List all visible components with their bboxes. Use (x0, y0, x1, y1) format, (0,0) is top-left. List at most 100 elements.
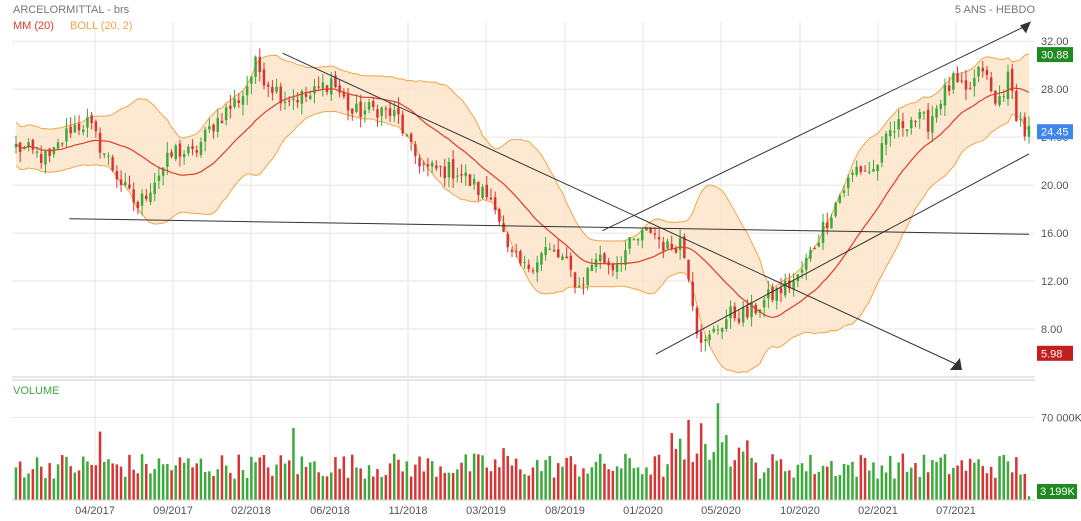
x-tick-label: 05/2020 (701, 505, 741, 517)
candle-body (615, 263, 619, 272)
volume-bar (519, 469, 522, 500)
volume-bar (783, 471, 787, 500)
candle-body (645, 227, 648, 231)
volume-bar (460, 462, 463, 500)
volume-bar (124, 476, 127, 500)
candle-body (628, 237, 631, 249)
candle-body (783, 280, 787, 296)
volume-bar (582, 468, 585, 500)
volume-bar (552, 477, 556, 500)
volume-bar (313, 461, 316, 500)
candle-body (14, 143, 18, 148)
volume-bar (40, 466, 43, 500)
volume-bar (762, 472, 766, 500)
volume-bar (586, 473, 589, 500)
volume-bar (746, 440, 749, 500)
candle-body (960, 80, 963, 82)
candle-body (905, 129, 909, 132)
candle-body (115, 171, 119, 180)
trendlines (69, 21, 1031, 371)
volume-bar (98, 431, 102, 500)
volume-bar (666, 464, 669, 500)
badge-volume-value: 3 199K (1040, 486, 1076, 498)
candle-body (531, 270, 535, 272)
candle-body (388, 108, 392, 116)
volume-bar (56, 464, 60, 500)
candle-body (1019, 119, 1022, 121)
volume-bar (754, 462, 757, 500)
volume-bar (31, 469, 35, 500)
volume-bar (943, 454, 947, 500)
volume-bar (678, 438, 682, 500)
candle-body (94, 121, 98, 132)
volume-bar (599, 453, 602, 500)
volume-bar (136, 473, 140, 500)
badge-low: 5.98 (1037, 345, 1073, 361)
volume-bar (985, 473, 989, 500)
volume-bar (834, 476, 837, 500)
candle-body (334, 75, 337, 88)
candle-body (103, 153, 106, 155)
volume-bar (355, 467, 358, 500)
volume-bar (691, 462, 694, 500)
volume-bar (611, 470, 615, 500)
volume-bar (157, 458, 161, 500)
volume-bar (65, 456, 68, 500)
candle-body (300, 90, 304, 104)
candle-body (309, 95, 312, 99)
volume-bar (817, 471, 821, 500)
candle-body (493, 197, 497, 211)
volume-bar (182, 462, 186, 500)
candle-body (813, 248, 816, 249)
candle-body (670, 243, 673, 249)
candle-body (805, 258, 808, 270)
volume-bar (557, 463, 560, 500)
candle-body (989, 77, 993, 92)
candle-body (1015, 91, 1018, 122)
volume-bar (178, 457, 182, 500)
volume-bar (493, 459, 497, 500)
candle-body (31, 139, 35, 150)
candle-body (565, 256, 568, 259)
volume-bars (14, 403, 1031, 500)
volume-bar (187, 458, 190, 500)
volume-bar (317, 472, 320, 500)
volume-bar (750, 457, 753, 500)
candle-body (662, 242, 665, 251)
candle-body (136, 201, 140, 209)
volume-bar (77, 470, 81, 500)
candle-body (935, 108, 938, 118)
candle-body (657, 237, 661, 240)
candle-body (460, 174, 463, 176)
badge-last-value: 24.45 (1041, 127, 1069, 139)
volume-bar (889, 455, 892, 500)
candle-body (863, 170, 867, 172)
volume-bar (989, 466, 993, 500)
candle-body (943, 84, 947, 106)
volume-bar (161, 464, 165, 500)
volume-bar (220, 455, 224, 500)
volume-bar (859, 455, 863, 500)
volume-bar (27, 473, 30, 500)
candle-body (481, 186, 484, 198)
candle-body (363, 110, 367, 115)
trendline (282, 52, 959, 366)
candle-body (897, 119, 900, 130)
volume-bar (968, 458, 972, 500)
volume-bar (514, 458, 518, 500)
candle-body (973, 78, 976, 87)
candle-body (224, 107, 228, 121)
candle-body (624, 250, 627, 265)
candle-body (994, 90, 997, 104)
candle-body (220, 120, 224, 124)
candle-body (510, 249, 514, 252)
volume-bar (590, 467, 594, 500)
candle-body (393, 110, 396, 117)
volume-bar (641, 474, 644, 500)
volume-bar (170, 470, 173, 500)
volume-bar (893, 478, 896, 500)
candle-body (166, 152, 169, 167)
candle-body (855, 166, 858, 175)
candle-body (372, 101, 375, 107)
candle-body (435, 165, 438, 169)
